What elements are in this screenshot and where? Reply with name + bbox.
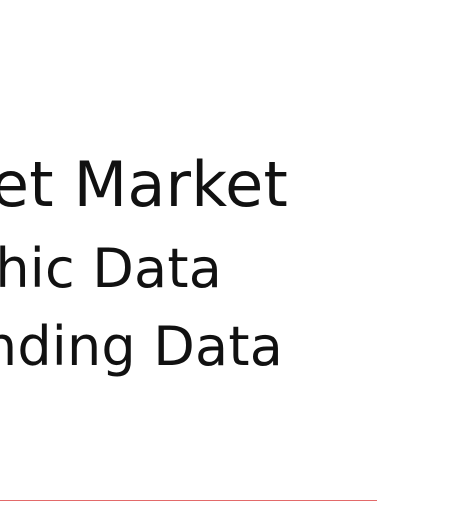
slide-title-line-1: et Market	[0, 148, 288, 221]
slide-title-line-2: hic Data	[0, 237, 222, 300]
footer-divider	[0, 500, 377, 501]
slide-title-line-3: nding Data	[0, 315, 283, 378]
